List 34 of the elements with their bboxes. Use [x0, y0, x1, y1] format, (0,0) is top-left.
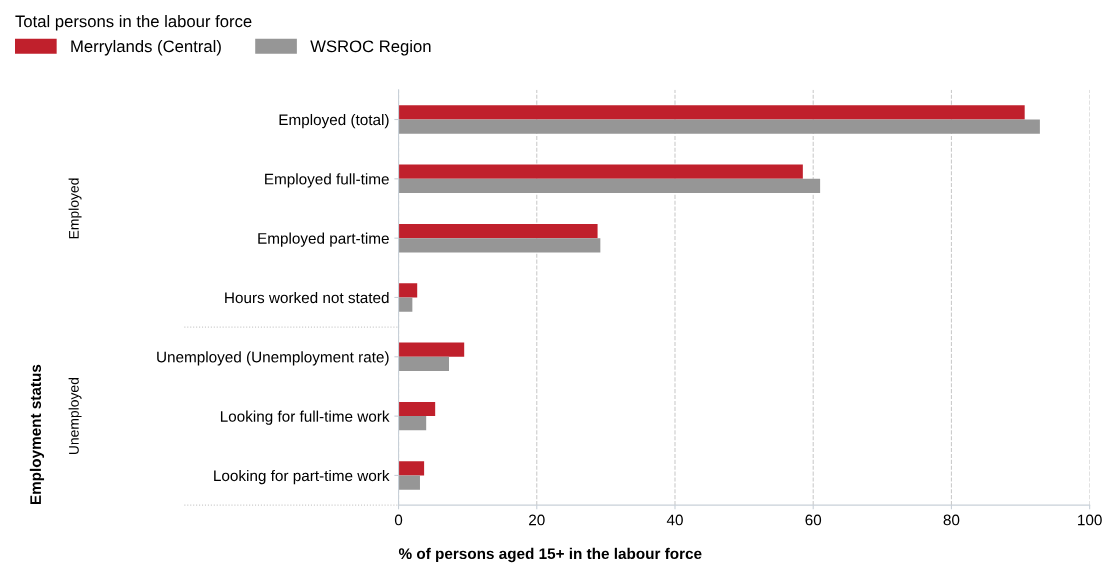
- bar: [398, 416, 427, 431]
- bar: [398, 461, 425, 476]
- x-tick-label: 60: [805, 514, 822, 526]
- x-axis-title: % of persons aged 15+ in the labour force: [398, 547, 702, 563]
- x-tick-label: 0: [394, 514, 403, 526]
- bar: [398, 238, 601, 253]
- legend-label: Merrylands (Central): [71, 39, 221, 56]
- bar: [398, 283, 418, 298]
- y-tick-label: Employed full-time: [265, 173, 389, 188]
- y-tick-label: Hours worked not stated: [225, 291, 389, 304]
- legend-label: WSROC Region: [310, 39, 431, 56]
- text: Employment status: [29, 364, 45, 505]
- bar: [398, 223, 598, 239]
- bar: [398, 475, 420, 490]
- text: Unemployed: [68, 378, 82, 455]
- legend-title: Total persons in the labour force: [15, 15, 252, 31]
- y-tick-label: Unemployed (Unemployment rate): [157, 351, 389, 366]
- x-tick-label: 20: [529, 514, 545, 526]
- x-tick-label: 100: [1078, 514, 1102, 526]
- x-tick-label: 80: [943, 514, 960, 526]
- text: Employed: [68, 178, 82, 239]
- bar: [398, 178, 821, 194]
- bar: [398, 342, 465, 357]
- y-tick-label: Employed part-time: [258, 232, 389, 247]
- bar: [398, 297, 413, 312]
- bar: [398, 356, 449, 372]
- bar: [398, 401, 436, 417]
- bar: [398, 105, 1025, 120]
- y-tick-label: Employed (total): [279, 113, 389, 129]
- y-tick-label: Looking for part-time work: [214, 469, 390, 485]
- y-tick-label: Looking for full-time work: [220, 410, 390, 425]
- bar: [398, 119, 1040, 134]
- x-tick-label: 40: [666, 514, 683, 526]
- bar: [398, 164, 803, 179]
